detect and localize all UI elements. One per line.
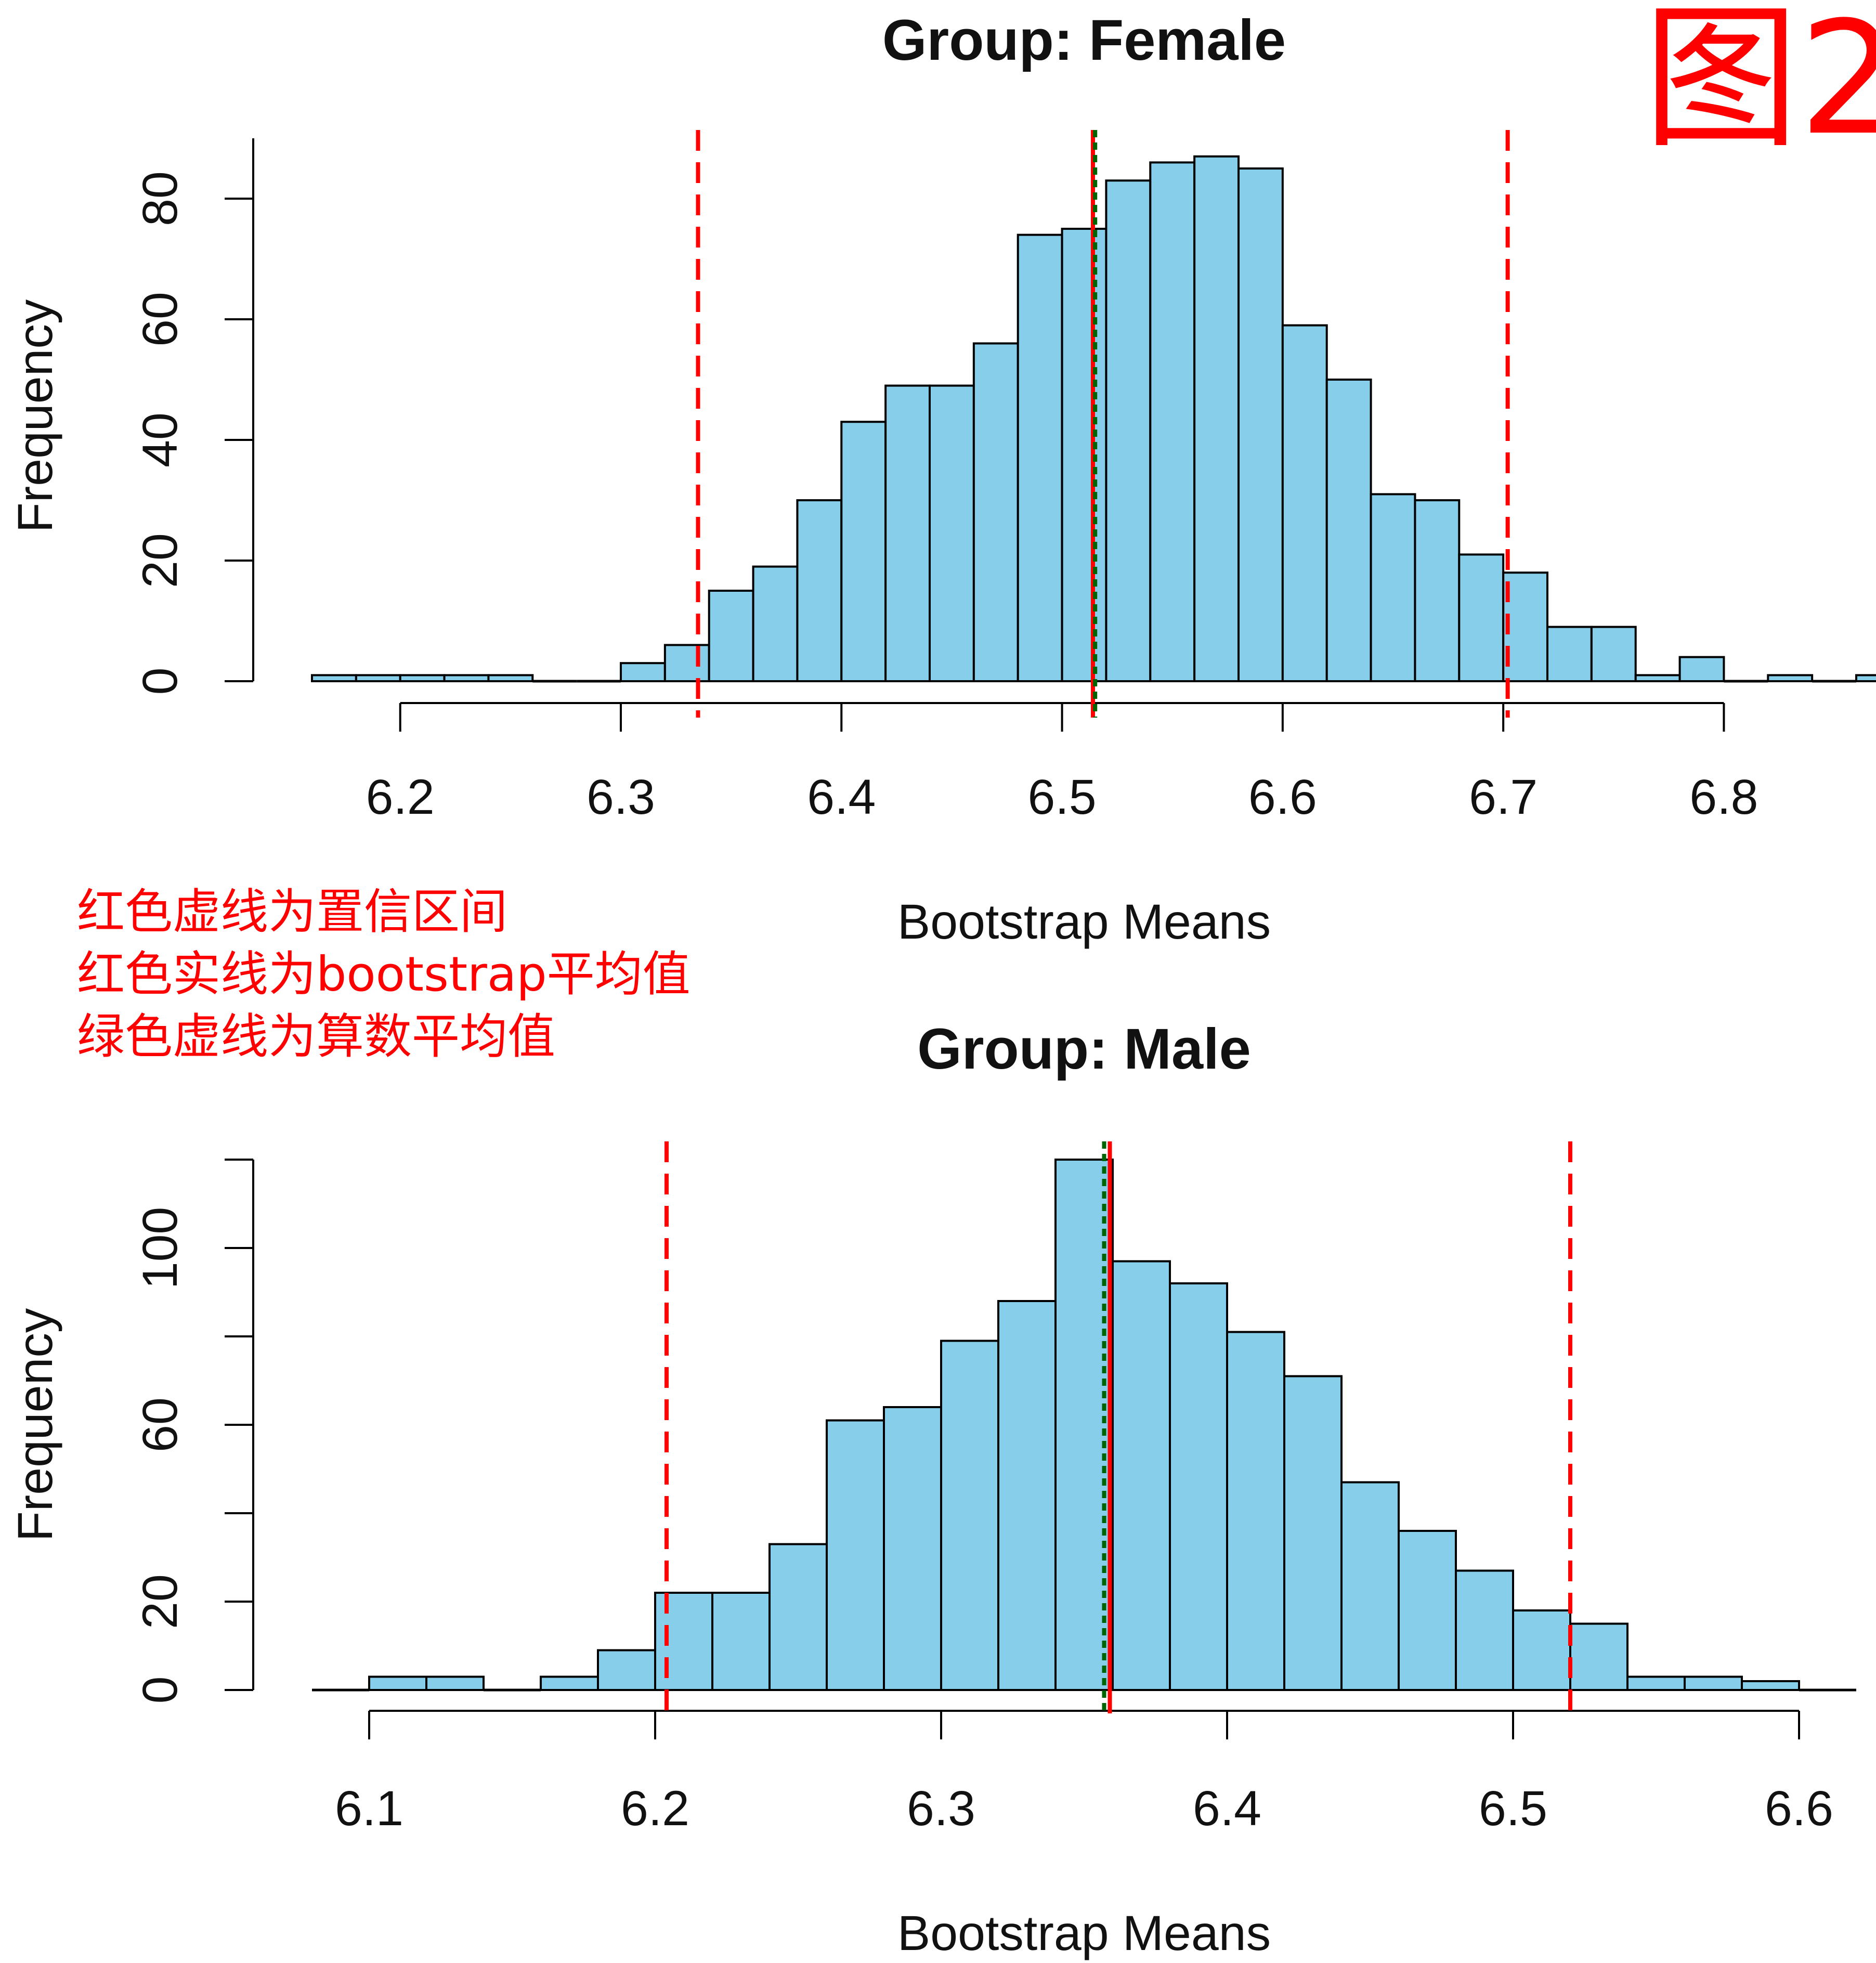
reference-lines-female [696,130,1510,718]
histogram-bar [1325,379,1372,682]
x-tick-label: 6.6 [1765,1781,1833,1836]
histogram-bar [1502,571,1548,682]
x-tick-label: 6.2 [621,1781,689,1836]
histogram-bar [929,384,975,682]
y-tick-label: 40 [133,412,188,467]
histogram-bar [399,674,446,683]
histogram-bar [883,1406,942,1691]
histogram-bar [1414,499,1461,682]
histogram-bar [1678,656,1725,682]
chart-title-female: Group: Female [882,8,1286,72]
x-tick-label: 6.4 [1193,1781,1261,1836]
histogram-bar [1455,1569,1514,1691]
histogram-bar [1169,1282,1228,1691]
histogram-bar [796,499,843,682]
histogram-bar [1226,1331,1285,1691]
histogram-bar [1634,674,1681,683]
x-tick-label: 6.5 [1028,770,1097,825]
chart-male: Group: Male Frequency Bootstrap Means 6.… [8,1017,1856,1961]
axes-female: 6.2 6.3 6.4 6.5 6.6 6.7 6.8 0 20 40 60 80 [133,138,1758,825]
histogram-bar [1512,1609,1571,1691]
x-tick-label: 6.4 [807,770,876,825]
histogram-bar [768,1543,828,1691]
legend-note-bootstrap-mean: 红色实线为bootstrap平均值 [77,946,691,1002]
histogram-bar [311,674,357,683]
histogram-bar [443,674,490,683]
legend-note-arithmetic-mean: 绿色虚线为算数平均值 [77,1009,555,1064]
x-tick-label: 6.8 [1689,770,1758,825]
histogram-bar [654,1592,713,1691]
histogram-bar [487,674,534,683]
histogram-bar [355,674,401,683]
y-axis-label-female: Frequency [8,299,63,532]
y-tick-label: 20 [133,1574,188,1629]
histogram-bar [1590,626,1637,682]
histogram-bar [540,1675,599,1691]
y-axis-label-male: Frequency [8,1308,63,1541]
histogram-bar [1684,1675,1743,1691]
histogram-bars-female [311,155,1876,683]
histogram-bar [425,1675,485,1691]
histogram-bar [1193,155,1240,682]
histogram-bar [1546,626,1593,682]
figure-label: 图2 [1643,0,1876,170]
histogram-bars-male [312,1159,1856,1692]
histogram-bar [1283,1375,1343,1691]
histogram-bar [1149,161,1196,682]
axes-male: 6.1 6.2 6.3 6.4 6.5 6.6 0 20 60 100 [133,1159,1833,1836]
histogram-bar [840,421,887,682]
histogram-bar [997,1300,1057,1691]
chart-female: Group: Female Frequency Bootstrap Means … [8,8,1876,950]
histogram-bar [1370,493,1416,683]
histogram-bar [826,1419,885,1691]
histogram-bar [1626,1675,1686,1691]
histogram-bar [663,644,710,683]
x-axis-label-male: Bootstrap Means [897,1906,1271,1961]
x-tick-label: 6.3 [587,770,655,825]
histogram-bar [1112,1260,1171,1691]
x-tick-label: 6.1 [335,1781,403,1836]
histogram-bar [1569,1622,1629,1691]
x-tick-label: 6.2 [366,770,435,825]
x-tick-label: 6.7 [1469,770,1538,825]
histogram-bar [1741,1680,1800,1691]
histogram-bar [1061,228,1108,682]
histogram-bar [1105,179,1152,682]
histogram-bar [940,1340,999,1691]
histogram-bar [620,662,666,682]
x-tick-label: 6.3 [907,1781,975,1836]
histogram-bar [1340,1481,1400,1691]
y-tick-label: 60 [133,292,188,347]
reference-lines-male [665,1141,1572,1713]
chart-title-male: Group: Male [917,1017,1251,1081]
histogram-bar [1458,553,1505,683]
y-tick-label: 60 [133,1397,188,1452]
y-tick-label: 80 [133,171,188,226]
histogram-bar [711,1592,771,1691]
y-tick-label: 20 [133,533,188,588]
histogram-bar [368,1675,427,1691]
x-axis-label-female: Bootstrap Means [897,894,1271,950]
histogram-bar [708,590,754,682]
legend-notes: 红色虚线为置信区间 红色实线为bootstrap平均值 绿色虚线为算数平均值 [77,884,691,1064]
y-tick-label: 0 [133,668,188,695]
histogram-bar [972,342,1019,682]
histogram-bar [1237,167,1284,682]
histogram-bar [597,1649,656,1691]
y-tick-label: 100 [133,1207,188,1290]
x-tick-label: 6.6 [1248,770,1317,825]
histogram-bar [1281,324,1328,682]
histogram-bar [1855,674,1876,683]
y-tick-label: 0 [133,1676,188,1704]
histogram-bar [752,565,799,682]
histogram-bar [1017,233,1063,683]
histogram-bar [1767,674,1814,683]
x-tick-label: 6.5 [1479,1781,1547,1836]
histogram-bar [884,384,931,682]
legend-note-ci: 红色虚线为置信区间 [77,884,507,940]
histogram-bar [1398,1530,1457,1691]
